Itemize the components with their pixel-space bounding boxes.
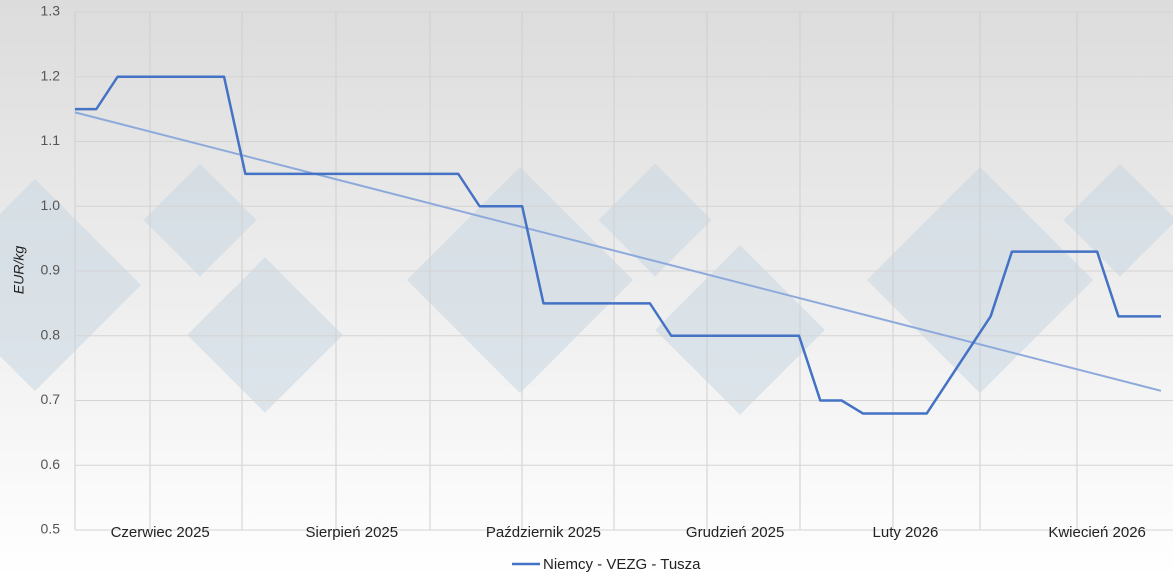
y-tick-label: 0.6 xyxy=(41,456,61,472)
legend-label: Niemcy - VEZG - Tusza xyxy=(543,556,701,573)
x-tick-label: Luty 2026 xyxy=(873,524,939,541)
y-tick-label: 0.8 xyxy=(41,326,61,342)
y-tick-label: 0.5 xyxy=(41,521,61,537)
x-tick-label: Grudzień 2025 xyxy=(686,524,784,541)
x-tick-label: Październik 2025 xyxy=(486,524,601,541)
series-line xyxy=(75,75,1161,415)
y-tick-label: 1.0 xyxy=(41,197,61,213)
y-tick-label: 0.7 xyxy=(41,391,61,407)
y-tick-label: 1.3 xyxy=(41,3,61,19)
trend-line xyxy=(74,111,1162,392)
y-tick-label: 1.2 xyxy=(41,67,61,83)
y-tick-label: 1.1 xyxy=(41,132,61,148)
x-tick-label: Sierpień 2025 xyxy=(306,524,399,541)
y-axis-title: EUR/kg xyxy=(11,246,27,294)
x-tick-label: Czerwiec 2025 xyxy=(111,524,210,541)
x-tick-label: Kwiecień 2026 xyxy=(1048,524,1146,541)
y-tick-label: 0.9 xyxy=(41,262,61,278)
